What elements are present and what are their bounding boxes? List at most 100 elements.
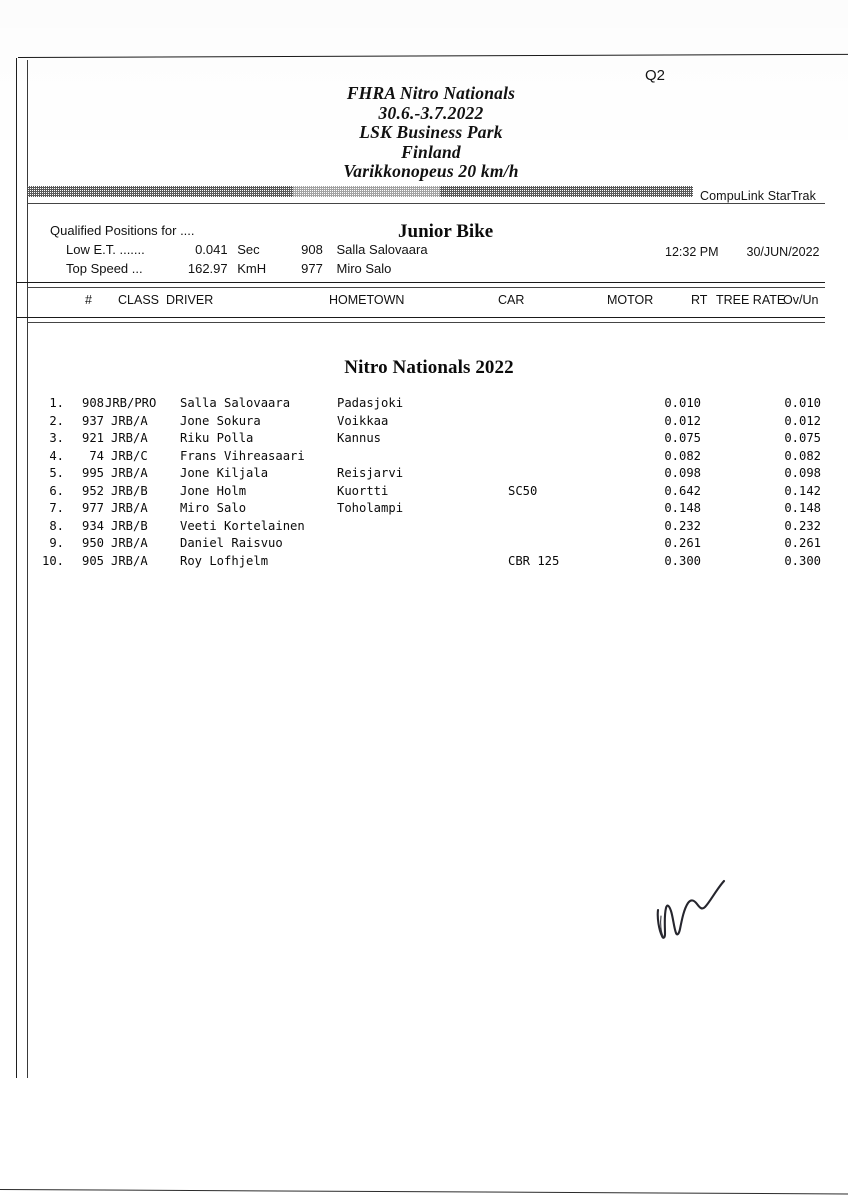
rule-header-bottom <box>16 317 825 318</box>
row-ovun: 0.082 <box>784 448 821 463</box>
column-header-car: CAR <box>498 293 525 307</box>
table-row: 3. 921 JRB/A Riku Polla Kannus 0.075 0.0… <box>0 431 848 449</box>
column-header-position: # <box>85 293 92 307</box>
row-number: 950 <box>81 536 104 550</box>
event-subtitle: Nitro Nationals 2022 <box>344 357 514 378</box>
halftone-separator-band <box>27 186 693 197</box>
row-position: 6. <box>49 483 64 498</box>
top-speed-value: 162.97 <box>187 261 228 276</box>
row-car: CBR 125 <box>508 553 560 568</box>
low-et-number: 908 <box>301 242 323 257</box>
row-position: 1. <box>49 396 64 410</box>
qualified-low-et-row: Low E.T. ....... 0.041 Sec 908 Salla Sal… <box>66 240 428 259</box>
low-et-label: Low E.T. ....... <box>66 242 145 257</box>
row-rt: 0.232 <box>664 518 701 533</box>
row-class: JRB/A <box>111 466 148 480</box>
rule-header-top <box>16 282 825 283</box>
row-number: 74 <box>89 448 104 463</box>
top-speed-label: Top Speed ... <box>66 261 143 276</box>
row-number: 934 <box>81 518 104 533</box>
row-ovun: 0.232 <box>784 518 821 533</box>
row-position: 10. <box>41 553 64 568</box>
column-header-ovun: Ov/Un <box>783 293 819 307</box>
row-ovun: 0.098 <box>784 466 821 480</box>
row-rt: 0.148 <box>664 501 701 515</box>
table-column-headers: # CLASS DRIVER HOMETOWN CAR MOTOR RT TRE… <box>0 293 848 313</box>
row-position: 9. <box>49 536 64 550</box>
page-border-top <box>17 53 848 58</box>
row-driver: Roy Lofhjelm <box>180 553 269 568</box>
column-header-hometown: HOMETOWN <box>329 293 405 307</box>
top-speed-unit: KmH <box>237 261 267 276</box>
row-position: 4. <box>49 448 64 463</box>
row-rt: 0.261 <box>664 536 701 550</box>
table-row: 7. 977 JRB/A Miro Salo Toholampi 0.148 0… <box>0 501 848 519</box>
row-rt: 0.098 <box>664 466 701 480</box>
row-rt: 0.082 <box>664 448 701 463</box>
event-title-block: FHRA Nitro Nationals 30.6.-3.7.2022 LSK … <box>0 83 848 182</box>
row-driver: Jone Sokura <box>180 413 261 428</box>
column-header-class: CLASS <box>118 293 159 307</box>
row-ovun: 0.075 <box>784 431 821 445</box>
row-driver: Riku Polla <box>180 431 254 445</box>
row-driver: Daniel Raisvuo <box>180 536 283 550</box>
row-driver: Frans Vihreasaari <box>180 448 305 463</box>
timing-system-mark: CompuLink StarTrak <box>700 189 816 203</box>
qualified-positions-heading: Qualified Positions for .... <box>50 223 195 238</box>
event-title-line-5: Varikkonopeus 20 km/h <box>343 161 519 182</box>
row-number: 995 <box>81 466 104 480</box>
row-position: 3. <box>49 431 64 445</box>
table-row: 9. 950 JRB/A Daniel Raisvuo 0.261 0.261 <box>0 536 848 554</box>
row-rt: 0.642 <box>664 483 701 498</box>
row-ovun: 0.142 <box>784 483 821 498</box>
row-class: JRB/A <box>111 553 148 568</box>
print-timestamp: 12:32 PM 30/JUN/2022 <box>665 245 819 259</box>
row-rt: 0.300 <box>664 553 701 568</box>
column-header-tree-rate: TREE RATE <box>716 293 786 307</box>
table-row: 6. 952 JRB/B Jone Holm Kuortti SC50 0.64… <box>0 484 848 502</box>
row-number: 905 <box>81 553 104 568</box>
row-ovun: 0.300 <box>784 553 821 568</box>
top-speed-driver: Miro Salo <box>336 261 392 276</box>
row-car: SC50 <box>508 483 538 498</box>
row-ovun: 0.010 <box>784 396 821 410</box>
column-header-driver: DRIVER <box>166 293 214 307</box>
row-position: 7. <box>49 501 64 515</box>
table-row: 8. 934 JRB/B Veeti Kortelainen 0.232 0.2… <box>0 519 848 537</box>
table-row: 2. 937 JRB/A Jone Sokura Voikkaa 0.012 0… <box>0 414 848 432</box>
row-hometown: Reisjarvi <box>337 466 404 480</box>
event-title-line-1: FHRA Nitro Nationals <box>346 83 516 103</box>
row-driver: Jone Holm <box>180 483 247 498</box>
row-class: JRB/B <box>111 518 148 533</box>
row-driver: Jone Kiljala <box>180 466 269 480</box>
rule-header-bottom-2 <box>27 322 825 323</box>
row-driver: Salla Salovaara <box>180 396 291 410</box>
qualified-positions-block: Qualified Positions for .... Low E.T. ..… <box>50 221 428 278</box>
row-class: JRB/A <box>111 501 148 515</box>
print-time: 12:32 PM <box>665 245 719 259</box>
row-position: 5. <box>49 466 64 480</box>
row-driver: Miro Salo <box>180 501 247 515</box>
row-class: JRB/A <box>111 431 148 445</box>
row-ovun: 0.012 <box>784 413 821 428</box>
table-row: 10. 905 JRB/A Roy Lofhjelm CBR 125 0.300… <box>0 554 848 572</box>
table-row: 4. 74 JRB/C Frans Vihreasaari 0.082 0.08… <box>0 449 848 467</box>
page-border-bottom <box>0 1189 848 1195</box>
qualified-top-speed-row: Top Speed ... 162.97 KmH 977 Miro Salo <box>66 259 428 278</box>
row-ovun: 0.261 <box>784 536 821 550</box>
row-class: JRB/B <box>111 483 148 498</box>
low-et-driver: Salla Salovaara <box>336 242 428 257</box>
round-tag: Q2 <box>645 67 666 84</box>
page-border-left-outer <box>16 58 17 1078</box>
row-class: JRB/C <box>111 448 148 463</box>
row-hometown: Kannus <box>337 431 382 445</box>
row-number: 937 <box>81 413 104 428</box>
row-number: 921 <box>81 431 104 445</box>
row-hometown: Kuortti <box>337 483 389 498</box>
print-date: 30/JUN/2022 <box>746 245 820 259</box>
row-position: 2. <box>49 413 64 428</box>
row-rt: 0.012 <box>664 413 701 428</box>
top-speed-number: 977 <box>301 261 323 276</box>
event-title-line-4: Finland <box>401 141 461 162</box>
class-title: Junior Bike <box>398 221 494 242</box>
